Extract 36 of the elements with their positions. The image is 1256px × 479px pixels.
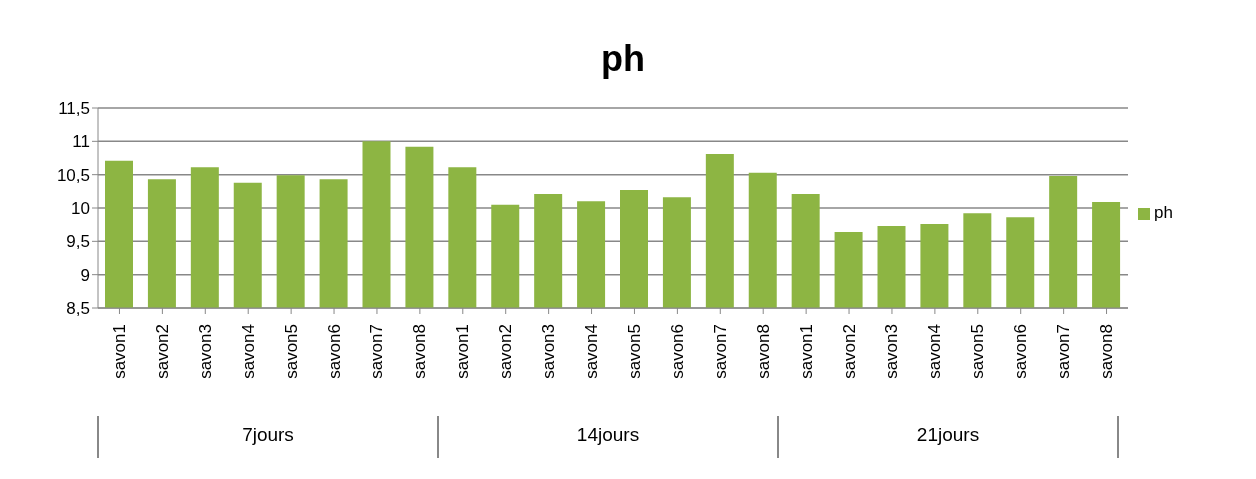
x-tick-label: savon6 — [667, 324, 687, 379]
x-tick-label: savon8 — [753, 324, 773, 379]
text: 21jours — [915, 424, 981, 446]
text: 14jours — [575, 424, 641, 446]
x-tick-label: savon2 — [496, 324, 516, 379]
y-tick-label: 9 — [80, 265, 90, 285]
x-tick-label: savon7 — [1054, 324, 1074, 379]
x-tick-label: savon3 — [195, 324, 215, 379]
x-tick-label: savon5 — [624, 324, 644, 379]
y-tick-label: 8,5 — [66, 299, 90, 319]
x-tick-label: savon2 — [839, 324, 859, 379]
x-tick-label: savon7 — [367, 324, 387, 379]
y-tick-label: 10 — [71, 199, 90, 219]
x-tick-label: savon8 — [1097, 324, 1117, 379]
y-tick-label: 11 — [72, 132, 90, 152]
x-tick-label: savon5 — [968, 324, 988, 379]
x-tick-label: savon6 — [324, 324, 344, 379]
x-tick-label: savon1 — [109, 324, 129, 379]
x-tick-label: savon1 — [796, 324, 816, 379]
x-tick-label: savon3 — [539, 324, 559, 379]
chart-title: ph — [600, 38, 646, 80]
legend-label: ph — [1154, 203, 1173, 222]
x-tick-label: savon1 — [453, 324, 473, 379]
x-tick-label: savon5 — [281, 324, 301, 379]
x-tick-label: savon8 — [410, 324, 430, 379]
x-tick-label: savon4 — [925, 324, 945, 379]
text: 7jours — [241, 424, 295, 446]
y-tick-label: 11,5 — [58, 99, 90, 119]
x-tick-label: savon3 — [882, 324, 902, 379]
x-tick-label: savon2 — [152, 324, 172, 379]
x-tick-label: savon7 — [710, 324, 730, 379]
y-tick-label: 10,5 — [56, 165, 90, 185]
x-tick-label: savon4 — [238, 324, 258, 379]
x-tick-label: savon4 — [582, 324, 602, 379]
y-tick-label: 9,5 — [66, 232, 90, 252]
x-tick-label: savon6 — [1011, 324, 1031, 379]
